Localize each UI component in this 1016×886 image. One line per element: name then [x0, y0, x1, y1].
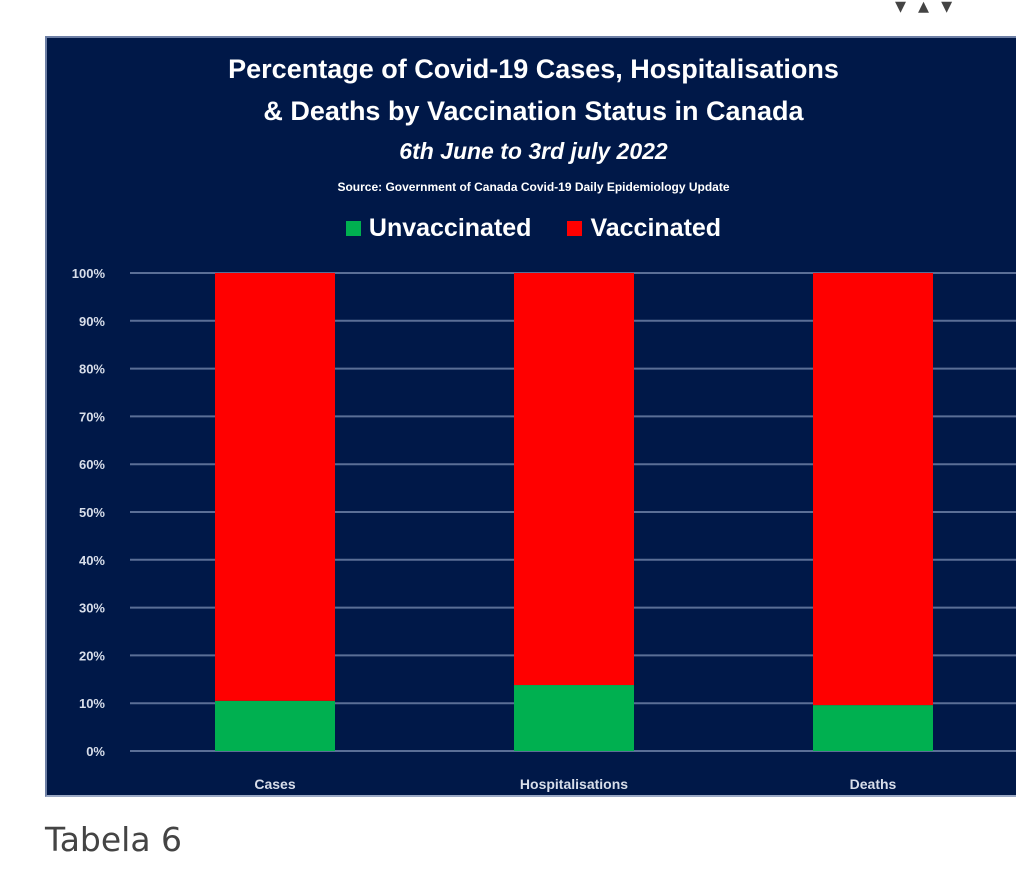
chart-plot-area: 0% 10% 20% 30% 40% 50% 60% 70% 80% 90% 100% Cases Ho…	[72, 266, 1016, 792]
chart-subtitle: 6th June to 3rd july 2022	[399, 138, 668, 164]
y-tick-label: 50%	[79, 505, 105, 520]
y-tick-label: 20%	[79, 648, 105, 663]
legend-label-unvaccinated: Unvaccinated	[368, 214, 532, 242]
legend-label-vaccinated: Vaccinated	[590, 214, 722, 242]
y-tick-label: 10%	[79, 696, 105, 711]
cropped-text-fragment: ▾▴▾	[895, 0, 965, 19]
page-top-fragment: ▾▴▾	[0, 0, 1016, 36]
chart-legend: Unvaccinated Vaccinated	[47, 214, 1016, 243]
y-tick-label: 100%	[72, 266, 106, 281]
chart-panel: Percentage of Covid-19 Cases, Hospitalis…	[45, 36, 1016, 797]
bar-unvaccinated-deaths	[813, 705, 933, 751]
x-tick-label: Cases	[254, 776, 295, 792]
y-tick-label: 80%	[79, 362, 105, 377]
y-tick-label: 30%	[79, 601, 105, 616]
bar-vaccinated-cases	[215, 273, 335, 701]
bar-vaccinated-deaths	[813, 273, 933, 706]
chart-title-line-1: Percentage of Covid-19 Cases, Hospitalis…	[228, 54, 839, 84]
chart-source: Source: Government of Canada Covid-19 Da…	[337, 180, 730, 194]
bar-vaccinated-hospitalisations	[514, 273, 634, 686]
legend-swatch-unvaccinated	[345, 221, 361, 236]
legend-item-vaccinated: Vaccinated	[567, 214, 721, 243]
bar-unvaccinated-cases	[215, 700, 335, 751]
legend-item-unvaccinated: Unvaccinated	[345, 214, 532, 243]
legend-swatch-vaccinated	[567, 221, 583, 236]
y-tick-label: 0%	[86, 744, 105, 759]
bar-unvaccinated-hospitalisations	[514, 685, 634, 751]
x-tick-label: Hospitalisations	[520, 776, 628, 792]
y-tick-label: 40%	[79, 553, 105, 568]
x-tick-label: Deaths	[850, 776, 897, 792]
chart-title-line-2: & Deaths by Vaccination Status in Canada	[263, 96, 804, 126]
y-tick-label: 60%	[79, 457, 105, 472]
y-tick-label: 70%	[79, 409, 105, 424]
figure-caption: Tabela 6	[45, 820, 183, 859]
y-tick-label: 90%	[79, 314, 105, 329]
